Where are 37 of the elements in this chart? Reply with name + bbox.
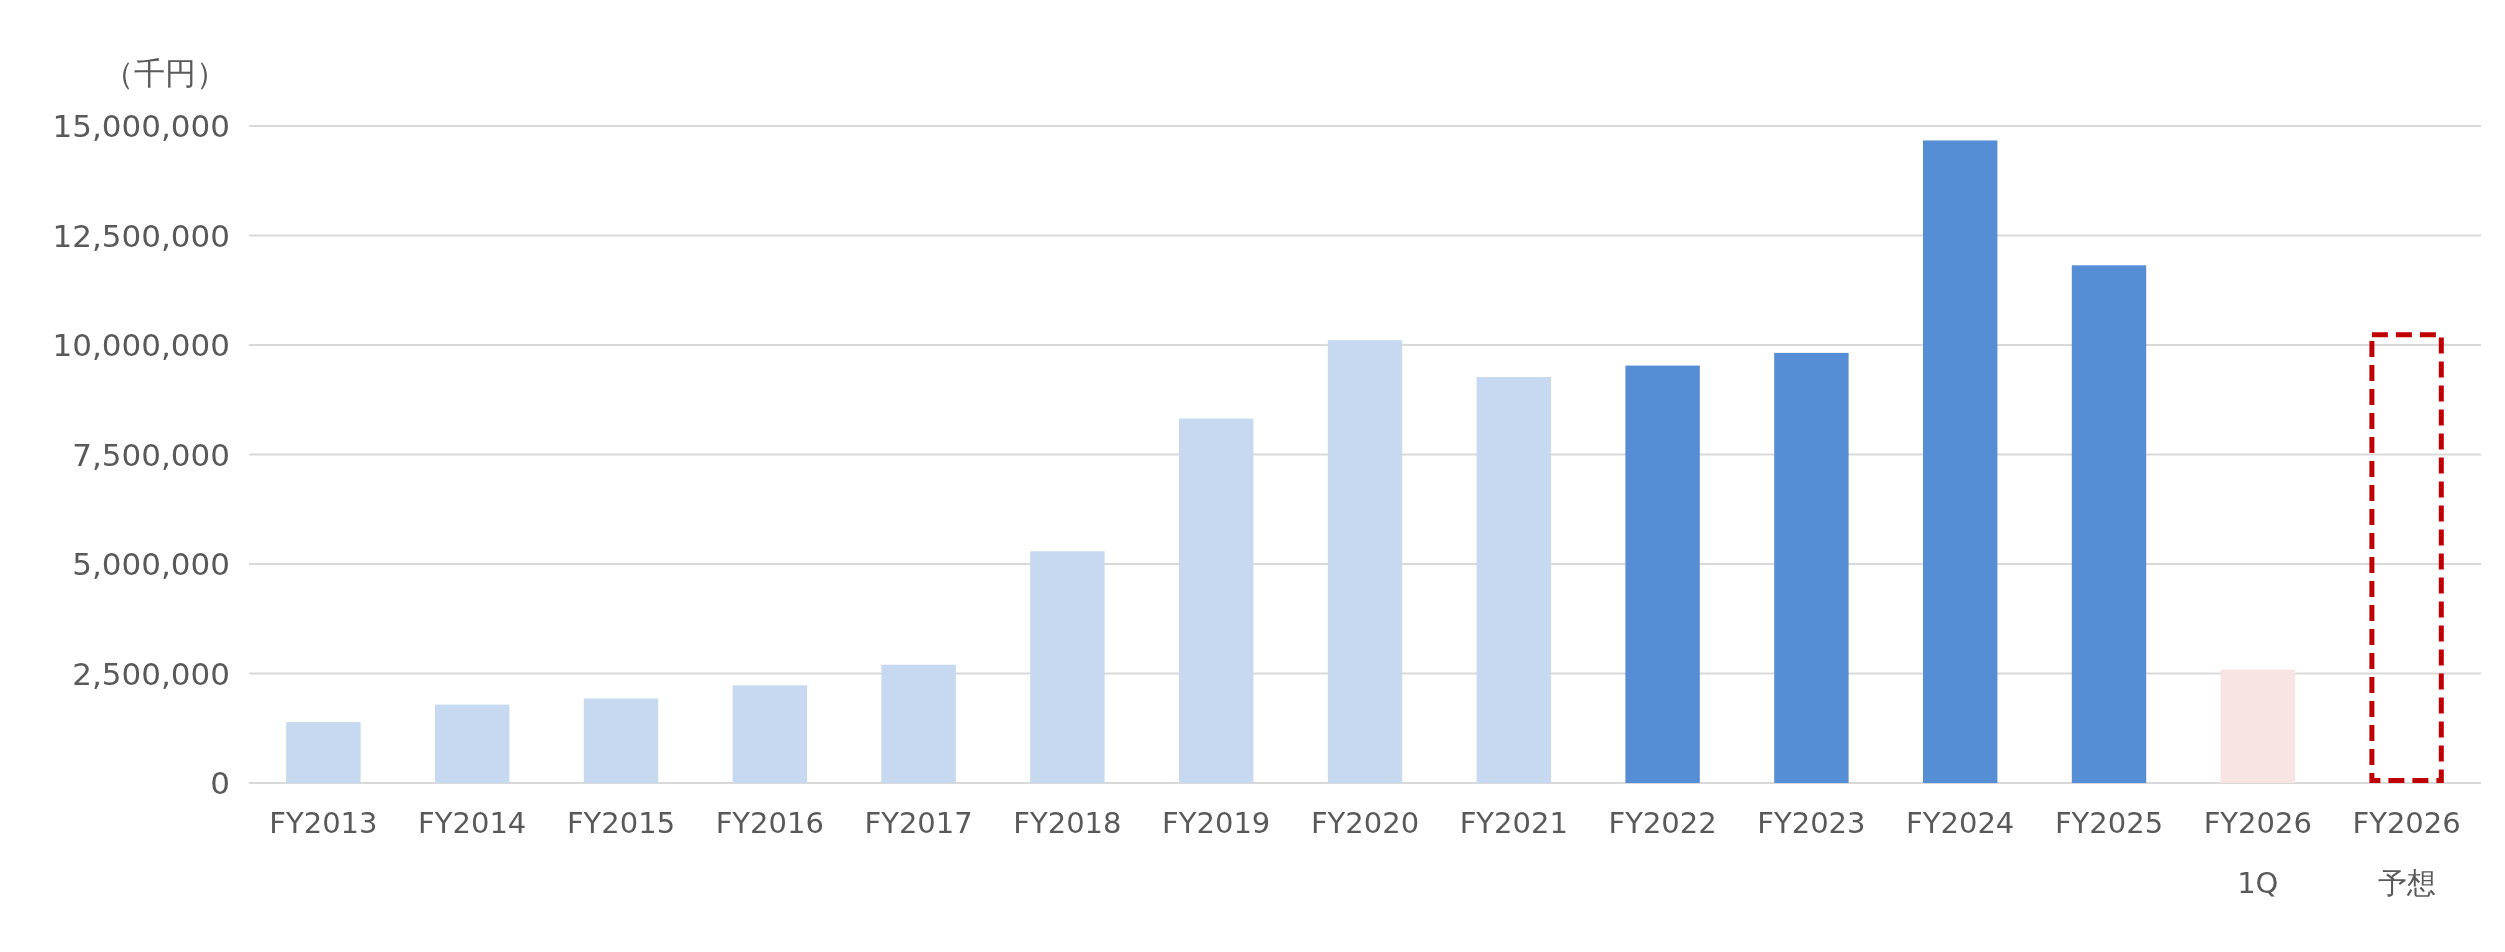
- x-tick-label: FY2024: [1906, 806, 2015, 840]
- bar: [1923, 140, 1998, 783]
- bar: [1625, 365, 1700, 783]
- y-tick-label: 15,000,000: [52, 108, 230, 144]
- y-axis-title: （千円）: [103, 55, 227, 91]
- x-tick-label: FY2022: [1608, 806, 1717, 840]
- bar: [1774, 352, 1849, 783]
- bar: [1327, 340, 1403, 783]
- x-tick-label: FY2015: [566, 806, 676, 840]
- y-tick-label: 0: [210, 765, 230, 801]
- bar: [1179, 418, 1254, 783]
- bar: [2220, 669, 2295, 783]
- x-tick-label: FY2021: [1459, 806, 1568, 840]
- x-tick-label: FY2014: [418, 806, 527, 840]
- x-tick-label: FY2023: [1757, 806, 1866, 840]
- x-tick-label: FY2016: [715, 806, 824, 840]
- bar: [286, 722, 361, 783]
- bar: [732, 685, 807, 783]
- bar: [881, 664, 956, 783]
- bar: [2071, 265, 2147, 783]
- bar: [435, 704, 510, 783]
- y-tick-label: 7,500,000: [72, 436, 230, 473]
- y-tick-label: 5,000,000: [72, 546, 230, 582]
- x-tick-label: FY2018: [1013, 806, 1122, 840]
- x-tick-label: FY2013: [269, 806, 378, 840]
- y-tick-label: 12,500,000: [52, 217, 230, 254]
- bar: [1476, 376, 1551, 783]
- y-tick-label: 10,000,000: [52, 327, 230, 363]
- x-tick-label: FY2017: [864, 806, 973, 840]
- bar: [583, 698, 659, 783]
- x-tick-label: FY2026 1Q: [2203, 806, 2312, 900]
- x-tick-label: FY2019: [1162, 806, 1271, 840]
- x-tick-label: FY2020: [1310, 806, 1420, 840]
- x-tick-label: FY2026 予想: [2352, 806, 2461, 900]
- x-tick-label: FY2025: [2054, 806, 2164, 840]
- y-tick-label: 2,500,000: [72, 655, 230, 692]
- bar: [1030, 551, 1105, 783]
